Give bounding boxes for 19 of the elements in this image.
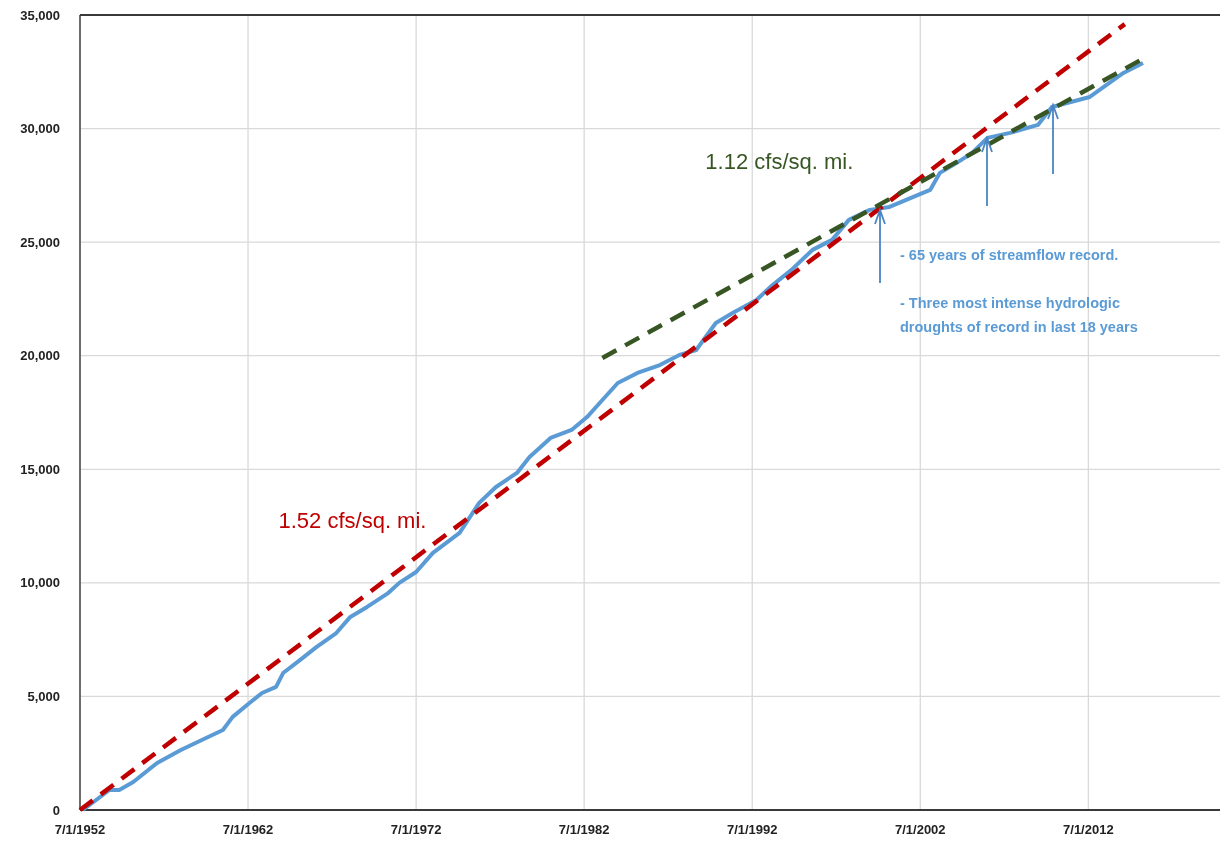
series-label: 1.12 cfs/sq. mi. [705, 148, 854, 174]
y-tick-label: 35,000 [20, 7, 60, 23]
x-tick-label: 7/1/1962 [222, 822, 274, 837]
x-tick-label: 7/1/2012 [1063, 822, 1114, 837]
y-tick-label: 20,000 [20, 348, 60, 364]
annotation: - 65 years of streamflow record. [900, 247, 1119, 263]
y-tick-label: 30,000 [20, 121, 60, 137]
x-tick-label: 7/1/1972 [390, 822, 442, 837]
x-tick-label: 7/1/1952 [54, 822, 106, 837]
y-tick-label: 0 [52, 802, 60, 818]
y-tick-label: 10,000 [20, 575, 60, 591]
y-tick-label: 25,000 [20, 234, 60, 250]
series-label: 1.52 cfs/sq. mi. [278, 508, 427, 534]
annotation: - Three most intense hydrologic droughts of record in last 18 years [900, 295, 1138, 335]
x-tick-label: 7/1/1992 [726, 822, 778, 837]
x-tick-label: 7/1/1982 [558, 822, 610, 837]
x-tick-label: 7/1/2002 [894, 822, 946, 837]
y-tick-label: 15,000 [20, 461, 60, 477]
y-tick-label: 5,000 [27, 688, 60, 704]
